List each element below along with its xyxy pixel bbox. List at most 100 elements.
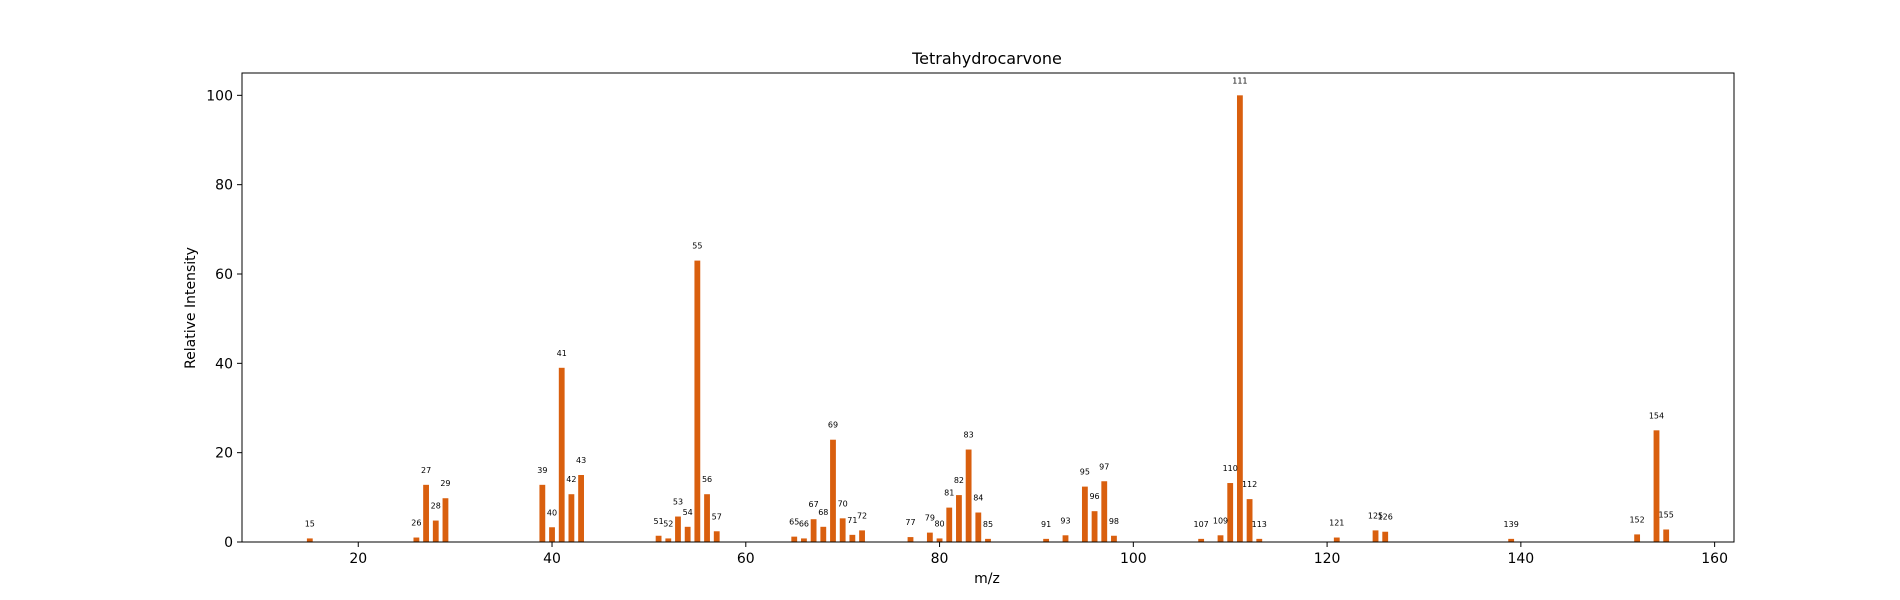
x-tick-label-160: 160 <box>1701 551 1728 567</box>
bar-label-mz-15: 15 <box>305 519 315 528</box>
bar-label-mz-66: 66 <box>799 519 809 528</box>
bar-mz-126 <box>1382 531 1389 542</box>
x-axis-label: m/z <box>974 571 1000 587</box>
y-tick-label-40: 40 <box>215 356 233 372</box>
bar-label-mz-79: 79 <box>925 514 935 523</box>
x-tick-label-100: 100 <box>1120 551 1147 567</box>
bar-mz-82 <box>956 495 962 542</box>
y-axis-ticks: 0 20 40 60 80 100 <box>206 88 242 551</box>
bar-label-mz-68: 68 <box>818 508 828 517</box>
bar-label-mz-41: 41 <box>557 349 567 358</box>
bar-mz-69 <box>830 439 836 542</box>
bar-label-mz-154: 154 <box>1649 411 1664 420</box>
bar-mz-77 <box>907 537 914 542</box>
bar-label-mz-93: 93 <box>1060 516 1070 525</box>
bar-label-mz-52: 52 <box>663 519 673 528</box>
bar-mz-79 <box>926 532 933 542</box>
bar-label-mz-111: 111 <box>1232 76 1247 85</box>
bar-mz-154 <box>1653 430 1660 542</box>
bar-mz-29 <box>442 498 449 542</box>
bar-mz-42 <box>568 494 575 542</box>
bar-mz-27 <box>423 484 429 542</box>
bar-mz-139 <box>1508 538 1515 542</box>
bar-label-mz-97: 97 <box>1099 462 1109 471</box>
bar-mz-41 <box>558 367 565 542</box>
bar-mz-83 <box>965 449 972 542</box>
bar-mz-93 <box>1062 535 1069 542</box>
bar-mz-152 <box>1634 534 1641 542</box>
bar-label-mz-96: 96 <box>1089 492 1099 501</box>
bar-label-mz-40: 40 <box>547 508 557 517</box>
bar-mz-15 <box>306 538 313 542</box>
bar-mz-26 <box>413 537 420 542</box>
bar-mz-56 <box>704 494 710 542</box>
bar-label-mz-57: 57 <box>712 512 722 521</box>
bar-label-mz-98: 98 <box>1109 517 1119 526</box>
plot-area-frame <box>241 72 1735 543</box>
bar-label-mz-107: 107 <box>1193 520 1208 529</box>
y-tick-label-80: 80 <box>215 178 233 194</box>
bar-mz-112 <box>1246 499 1253 542</box>
bar-label-mz-85: 85 <box>983 520 993 529</box>
x-axis-ticks: 20 40 60 80 100 120 140 160 <box>349 542 1728 567</box>
bar-label-mz-109: 109 <box>1213 516 1228 525</box>
chart-title: Tetrahydrocarvone <box>911 49 1062 68</box>
bar-label-mz-139: 139 <box>1504 520 1519 529</box>
bar-mz-51 <box>655 535 662 542</box>
bar-label-mz-82: 82 <box>954 476 964 485</box>
bar-label-mz-65: 65 <box>789 518 799 527</box>
bar-mz-125 <box>1372 530 1379 542</box>
bar-label-mz-81: 81 <box>944 489 954 498</box>
bar-label-mz-71: 71 <box>847 516 857 525</box>
bar-mz-43 <box>578 475 584 542</box>
bar-label-mz-54: 54 <box>683 508 693 517</box>
bar-mz-110 <box>1227 483 1234 542</box>
bar-mz-85 <box>985 538 991 542</box>
bar-mz-66 <box>801 538 807 542</box>
bar-mz-55 <box>694 260 701 542</box>
bar-mz-97 <box>1101 481 1108 542</box>
bar-mz-111 <box>1236 95 1243 542</box>
bar-label-mz-84: 84 <box>973 494 983 503</box>
bar-label-mz-70: 70 <box>838 499 848 508</box>
bar-label-mz-39: 39 <box>537 466 547 475</box>
bar-label-mz-55: 55 <box>692 242 702 251</box>
bar-label-mz-121: 121 <box>1329 519 1344 528</box>
bar-mz-91 <box>1043 538 1050 542</box>
y-axis-label: Relative Intensity <box>183 247 199 369</box>
bar-mz-95 <box>1081 486 1088 542</box>
bar-mz-109 <box>1217 535 1224 542</box>
bar-mz-39 <box>539 484 546 542</box>
bar-label-mz-42: 42 <box>566 475 576 484</box>
bar-mz-53 <box>675 516 681 542</box>
y-tick-label-100: 100 <box>206 88 233 104</box>
bar-label-mz-110: 110 <box>1223 464 1238 473</box>
bar-mz-121 <box>1333 537 1340 542</box>
bar-label-mz-126: 126 <box>1378 513 1393 522</box>
y-tick-label-60: 60 <box>215 267 233 283</box>
bar-mz-65 <box>791 536 798 542</box>
bar-mz-71 <box>849 534 856 542</box>
bar-label-mz-83: 83 <box>964 431 974 440</box>
bar-mz-68 <box>820 526 827 542</box>
x-tick-label-80: 80 <box>931 551 949 567</box>
bar-mz-81 <box>946 507 953 542</box>
bar-label-mz-152: 152 <box>1629 515 1644 524</box>
bar-label-mz-56: 56 <box>702 475 712 484</box>
bar-series <box>306 95 1670 542</box>
bar-label-mz-28: 28 <box>431 502 441 511</box>
bar-label-mz-26: 26 <box>411 519 421 528</box>
bar-mz-98 <box>1111 535 1117 542</box>
bar-label-mz-43: 43 <box>576 456 586 465</box>
bar-mz-72 <box>859 530 865 542</box>
bar-mz-113 <box>1256 538 1263 542</box>
bar-label-mz-112: 112 <box>1242 480 1257 489</box>
bar-label-mz-113: 113 <box>1252 520 1267 529</box>
bar-label-mz-91: 91 <box>1041 520 1051 529</box>
bar-label-mz-53: 53 <box>673 498 683 507</box>
bar-label-mz-27: 27 <box>421 466 431 475</box>
bar-label-mz-95: 95 <box>1080 468 1090 477</box>
bar-label-mz-80: 80 <box>934 519 944 528</box>
bar-mz-28 <box>432 520 439 542</box>
